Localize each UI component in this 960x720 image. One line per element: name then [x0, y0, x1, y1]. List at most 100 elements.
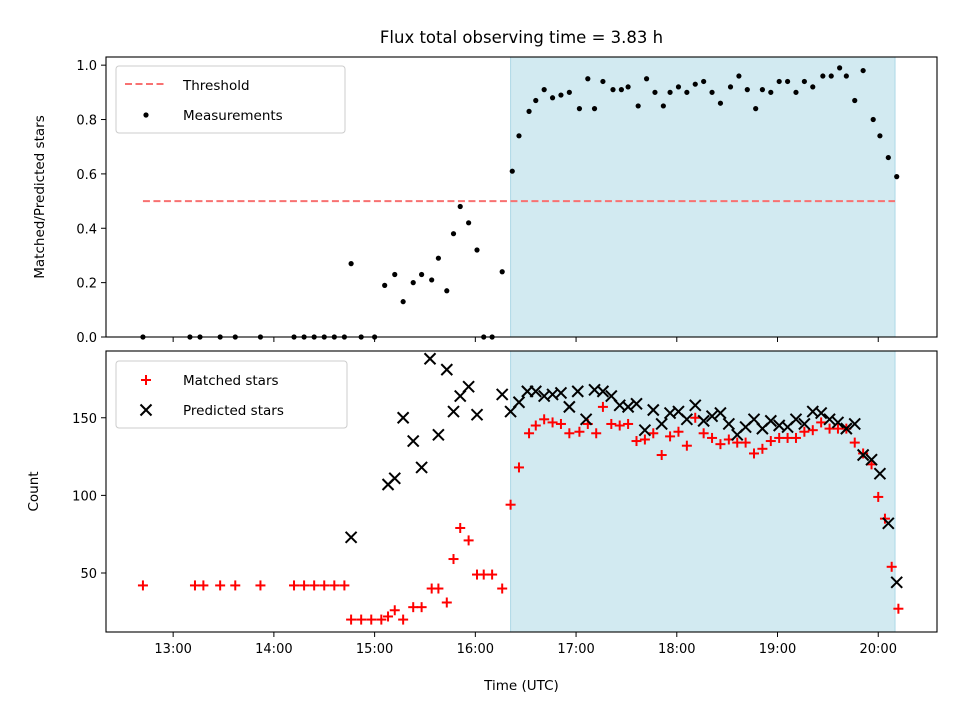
predicted-star-point: [447, 405, 460, 418]
predicted-star-point: [697, 414, 710, 428]
matched-star-point: [487, 569, 498, 580]
measurement-point: [618, 87, 624, 93]
figure-title: Flux total observing time = 3.83 h: [380, 28, 663, 47]
measurement-point: [667, 89, 673, 95]
predicted-star-point: [856, 448, 870, 462]
matched-star-point: [137, 580, 148, 591]
matched-star-point: [478, 569, 489, 580]
measurement-point: [837, 65, 843, 71]
matched-star-point: [606, 418, 617, 429]
matched-star-point: [524, 428, 535, 439]
measurement-point: [625, 84, 631, 90]
matched-star-point: [309, 580, 320, 591]
matched-star-point: [807, 425, 818, 436]
measurement-point: [759, 87, 766, 93]
matched-star-point: [623, 418, 634, 429]
predicted-star-point: [512, 396, 526, 409]
predicted-star-point: [823, 413, 836, 426]
matched-star-point: [681, 440, 692, 451]
predicted-star-point: [890, 576, 903, 589]
measurement-point: [843, 73, 849, 79]
matched-star-point: [740, 437, 751, 448]
predicted-star-point: [814, 406, 828, 420]
measurement-point: [457, 203, 463, 210]
top-panel: 0.0 0.2 0.4 0.6 0.8 1.0 Matched/Predicted sta…: [32, 56, 938, 346]
matched-star-point: [774, 432, 785, 443]
measurement-point: [820, 73, 826, 79]
matched-star-point: [698, 428, 709, 439]
legend-predicted-swatch: [139, 403, 153, 417]
measurement-point: [576, 106, 583, 112]
matched-star-point: [656, 450, 667, 461]
measurement-point: [684, 89, 690, 95]
legend-x-marker: [139, 403, 153, 417]
x-axis-label: Time (UTC): [483, 678, 559, 694]
matched-star-point: [463, 535, 474, 546]
matched-star-point: [539, 414, 550, 425]
top-legend-box: [115, 65, 346, 134]
predicted-star-point: [831, 416, 845, 429]
matched-star-point: [433, 583, 444, 594]
predicted-star-point: [470, 408, 484, 421]
matched-star-point: [505, 499, 516, 510]
matched-star-point: [715, 439, 726, 450]
matched-star-point: [376, 614, 387, 625]
measurement-point: [768, 89, 774, 95]
top-axes-frame: [105, 56, 938, 338]
measurement-point: [435, 255, 441, 261]
matched-star-point: [389, 605, 400, 616]
predicted-star-point: [396, 411, 410, 424]
predicted-star-point: [423, 352, 437, 365]
matched-star-point: [366, 614, 377, 625]
matched-star-point: [564, 428, 575, 439]
matched-star-point: [346, 614, 357, 625]
matched-star-point: [832, 423, 843, 434]
measurement-point: [727, 84, 734, 90]
measurement-point: [652, 89, 658, 95]
y-tick-label: 150: [72, 412, 97, 427]
predicted-star-point: [407, 434, 420, 448]
matched-star-point: [790, 432, 801, 443]
top-observing-window: [510, 56, 896, 338]
measurement-point: [429, 277, 435, 283]
measurement-point: [744, 87, 750, 93]
predicted-star-point: [596, 385, 610, 398]
measurement-point: [709, 89, 715, 95]
measurement-point: [643, 76, 650, 82]
predicted-star-point: [882, 517, 895, 530]
matched-star-point: [289, 580, 300, 591]
measurement-point: [692, 81, 698, 87]
measurement-point: [610, 87, 616, 93]
x-tick-label: 13:00: [154, 642, 191, 657]
measurement-point: [870, 116, 876, 123]
matched-star-point: [757, 443, 768, 454]
measurement-point: [566, 89, 572, 95]
predicted-star-point: [705, 409, 719, 423]
matched-star-point: [255, 580, 266, 591]
matched-star-point: [299, 580, 310, 591]
measurement-point: [801, 78, 807, 85]
matched-star-point: [849, 437, 860, 448]
measurement-point: [753, 106, 759, 112]
top-y-axis-label: Matched/Predicted stars: [32, 115, 48, 278]
predicted-star-point: [630, 397, 643, 410]
matched-star-point: [398, 614, 409, 625]
predicted-star-point: [655, 417, 668, 431]
bottom-observing-window: [510, 350, 896, 633]
predicted-star-point: [621, 400, 635, 414]
bottom-y-ticks: 50 100 150: [72, 412, 106, 582]
legend-threshold-label: Threshold: [182, 78, 250, 94]
y-tick-label: 0.4: [76, 222, 97, 237]
matched-star-point: [329, 580, 340, 591]
measurement-point: [585, 76, 591, 82]
predicted-star-points: [344, 352, 903, 589]
matched-star-point: [189, 580, 200, 591]
measurement-point: [660, 103, 666, 109]
matched-star-point: [597, 401, 608, 412]
matched-star-point: [230, 580, 241, 591]
y-tick-label: 0.8: [76, 114, 97, 129]
measurement-point: [736, 73, 742, 79]
x-tick-label: 18:00: [658, 642, 695, 657]
matched-star-point: [732, 437, 743, 448]
legend-plus-marker: [141, 375, 151, 385]
